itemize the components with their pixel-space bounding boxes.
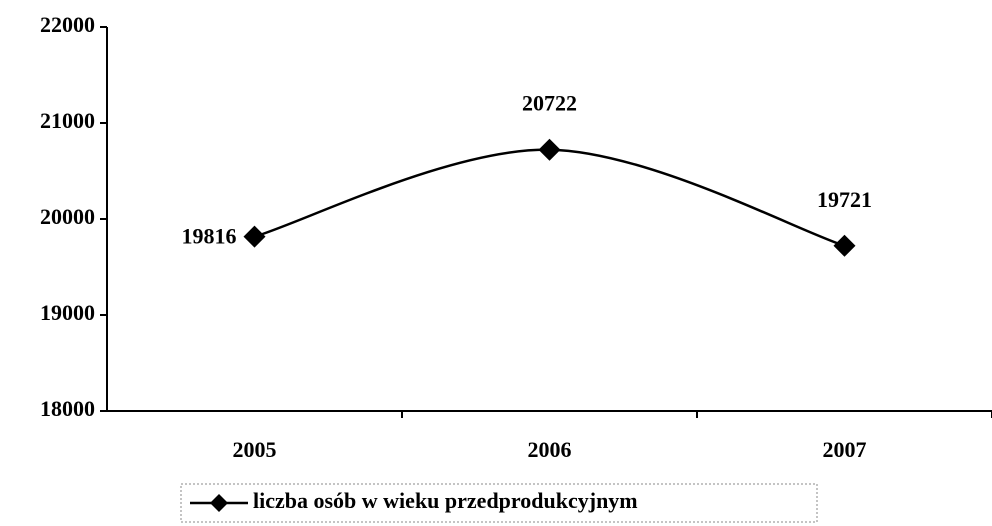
y-tick-label: 19000: [40, 300, 95, 325]
y-tick-label: 21000: [40, 108, 95, 133]
legend-label: liczba osób w wieku przedprodukcyjnym: [253, 488, 638, 513]
y-tick-label: 20000: [40, 204, 95, 229]
x-tick-label: 2005: [233, 437, 277, 462]
y-tick-label: 18000: [40, 396, 95, 421]
marker: [538, 138, 561, 161]
data-label: 20722: [522, 91, 577, 116]
legend-marker: [210, 494, 228, 512]
x-tick-label: 2007: [823, 437, 867, 462]
marker: [243, 225, 266, 248]
series-line: [254, 148, 845, 247]
data-label: 19721: [817, 187, 872, 212]
y-tick-label: 22000: [40, 12, 95, 37]
legend-box: [180, 483, 818, 523]
data-label: 19816: [182, 224, 237, 249]
x-tick-label: 2006: [528, 437, 572, 462]
marker: [833, 234, 856, 257]
